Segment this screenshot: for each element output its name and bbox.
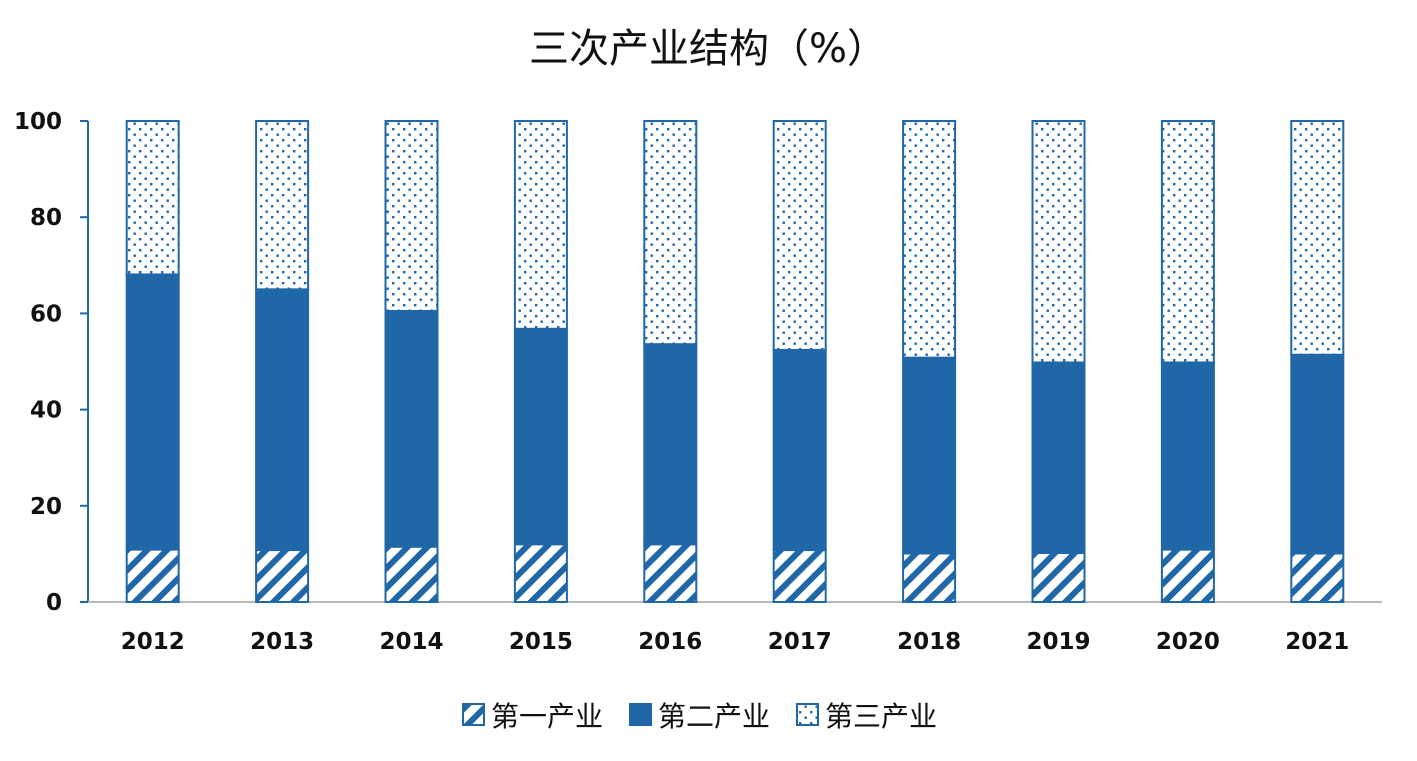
bar-segment-series-1-2014 (384, 545, 439, 603)
bar-segment-series-2-2019 (1031, 361, 1086, 554)
bar-segment-series-3-2015 (513, 120, 568, 330)
x-tick-label: 2019 (1026, 629, 1090, 655)
x-axis-ticks: 2012 2013 2014 2015 2016 2017 2018 2019 2020 2021 (121, 629, 1350, 655)
y-tick-label: 40 (30, 398, 62, 424)
legend-swatch-series-2 (629, 703, 652, 726)
bar-segment-series-3-2020 (1160, 120, 1215, 364)
bar-segment-series-1-2021 (1290, 552, 1345, 604)
x-tick-label: 2017 (768, 629, 832, 655)
bar-segment-series-2-2015 (513, 327, 568, 546)
bar-segment-series-1-2020 (1160, 548, 1215, 603)
x-tick-label: 2021 (1285, 629, 1349, 655)
bar-segment-series-3-2016 (643, 120, 698, 346)
bar-segment-series-2-2020 (1160, 361, 1215, 551)
x-tick-label: 2012 (121, 629, 185, 655)
x-tick-label: 2016 (638, 629, 702, 655)
bar-segment-series-1-2018 (902, 552, 957, 604)
bar-segment-series-3-2019 (1031, 120, 1086, 364)
legend-label-series-1: 第一产业 (491, 700, 603, 733)
bar-segment-series-2-2013 (255, 288, 310, 552)
bar-segment-series-3-2018 (902, 120, 957, 359)
bar-segment-series-1-2012 (125, 548, 180, 603)
bar-segment-series-1-2013 (255, 549, 310, 603)
bar-segment-series-3-2021 (1290, 120, 1345, 356)
bar-segment-series-3-2013 (255, 120, 310, 291)
bar-segment-series-3-2017 (772, 120, 827, 351)
chart-title: 三次产业结构（%） (529, 26, 887, 72)
y-tick-label: 0 (46, 590, 62, 616)
x-tick-label: 2020 (1156, 629, 1220, 655)
y-tick-label: 100 (14, 109, 62, 135)
legend: 第一产业 第二产业 第三产业 (462, 700, 937, 733)
y-tick-label: 60 (30, 301, 62, 327)
bar-segment-series-2-2014 (384, 309, 439, 548)
y-axis-ticks: 0 20 40 60 80 100 (14, 109, 88, 616)
bar-segment-series-2-2016 (643, 343, 698, 546)
y-tick-label: 80 (30, 205, 62, 231)
legend-label-series-3: 第三产业 (825, 700, 937, 733)
bar-segment-series-2-2018 (902, 356, 957, 555)
bar-segment-series-2-2017 (772, 348, 827, 552)
y-tick-label: 20 (30, 494, 62, 520)
bar-segment-series-1-2017 (772, 549, 827, 603)
bar-segment-series-3-2014 (384, 120, 439, 312)
x-tick-label: 2015 (509, 629, 573, 655)
legend-swatch-series-1 (462, 703, 485, 726)
bar-segment-series-1-2016 (643, 543, 698, 604)
bar-segment-series-2-2012 (125, 273, 180, 551)
bar-segment-series-1-2015 (513, 543, 568, 604)
legend-swatch-series-3 (796, 703, 819, 726)
bar-segment-series-3-2012 (125, 120, 180, 276)
x-tick-label: 2013 (250, 629, 314, 655)
bars (125, 120, 1345, 604)
legend-label-series-2: 第二产业 (658, 700, 770, 733)
x-tick-label: 2014 (379, 629, 443, 655)
bar-segment-series-2-2021 (1290, 353, 1345, 555)
x-tick-label: 2018 (897, 629, 961, 655)
bar-segment-series-1-2019 (1031, 551, 1086, 603)
